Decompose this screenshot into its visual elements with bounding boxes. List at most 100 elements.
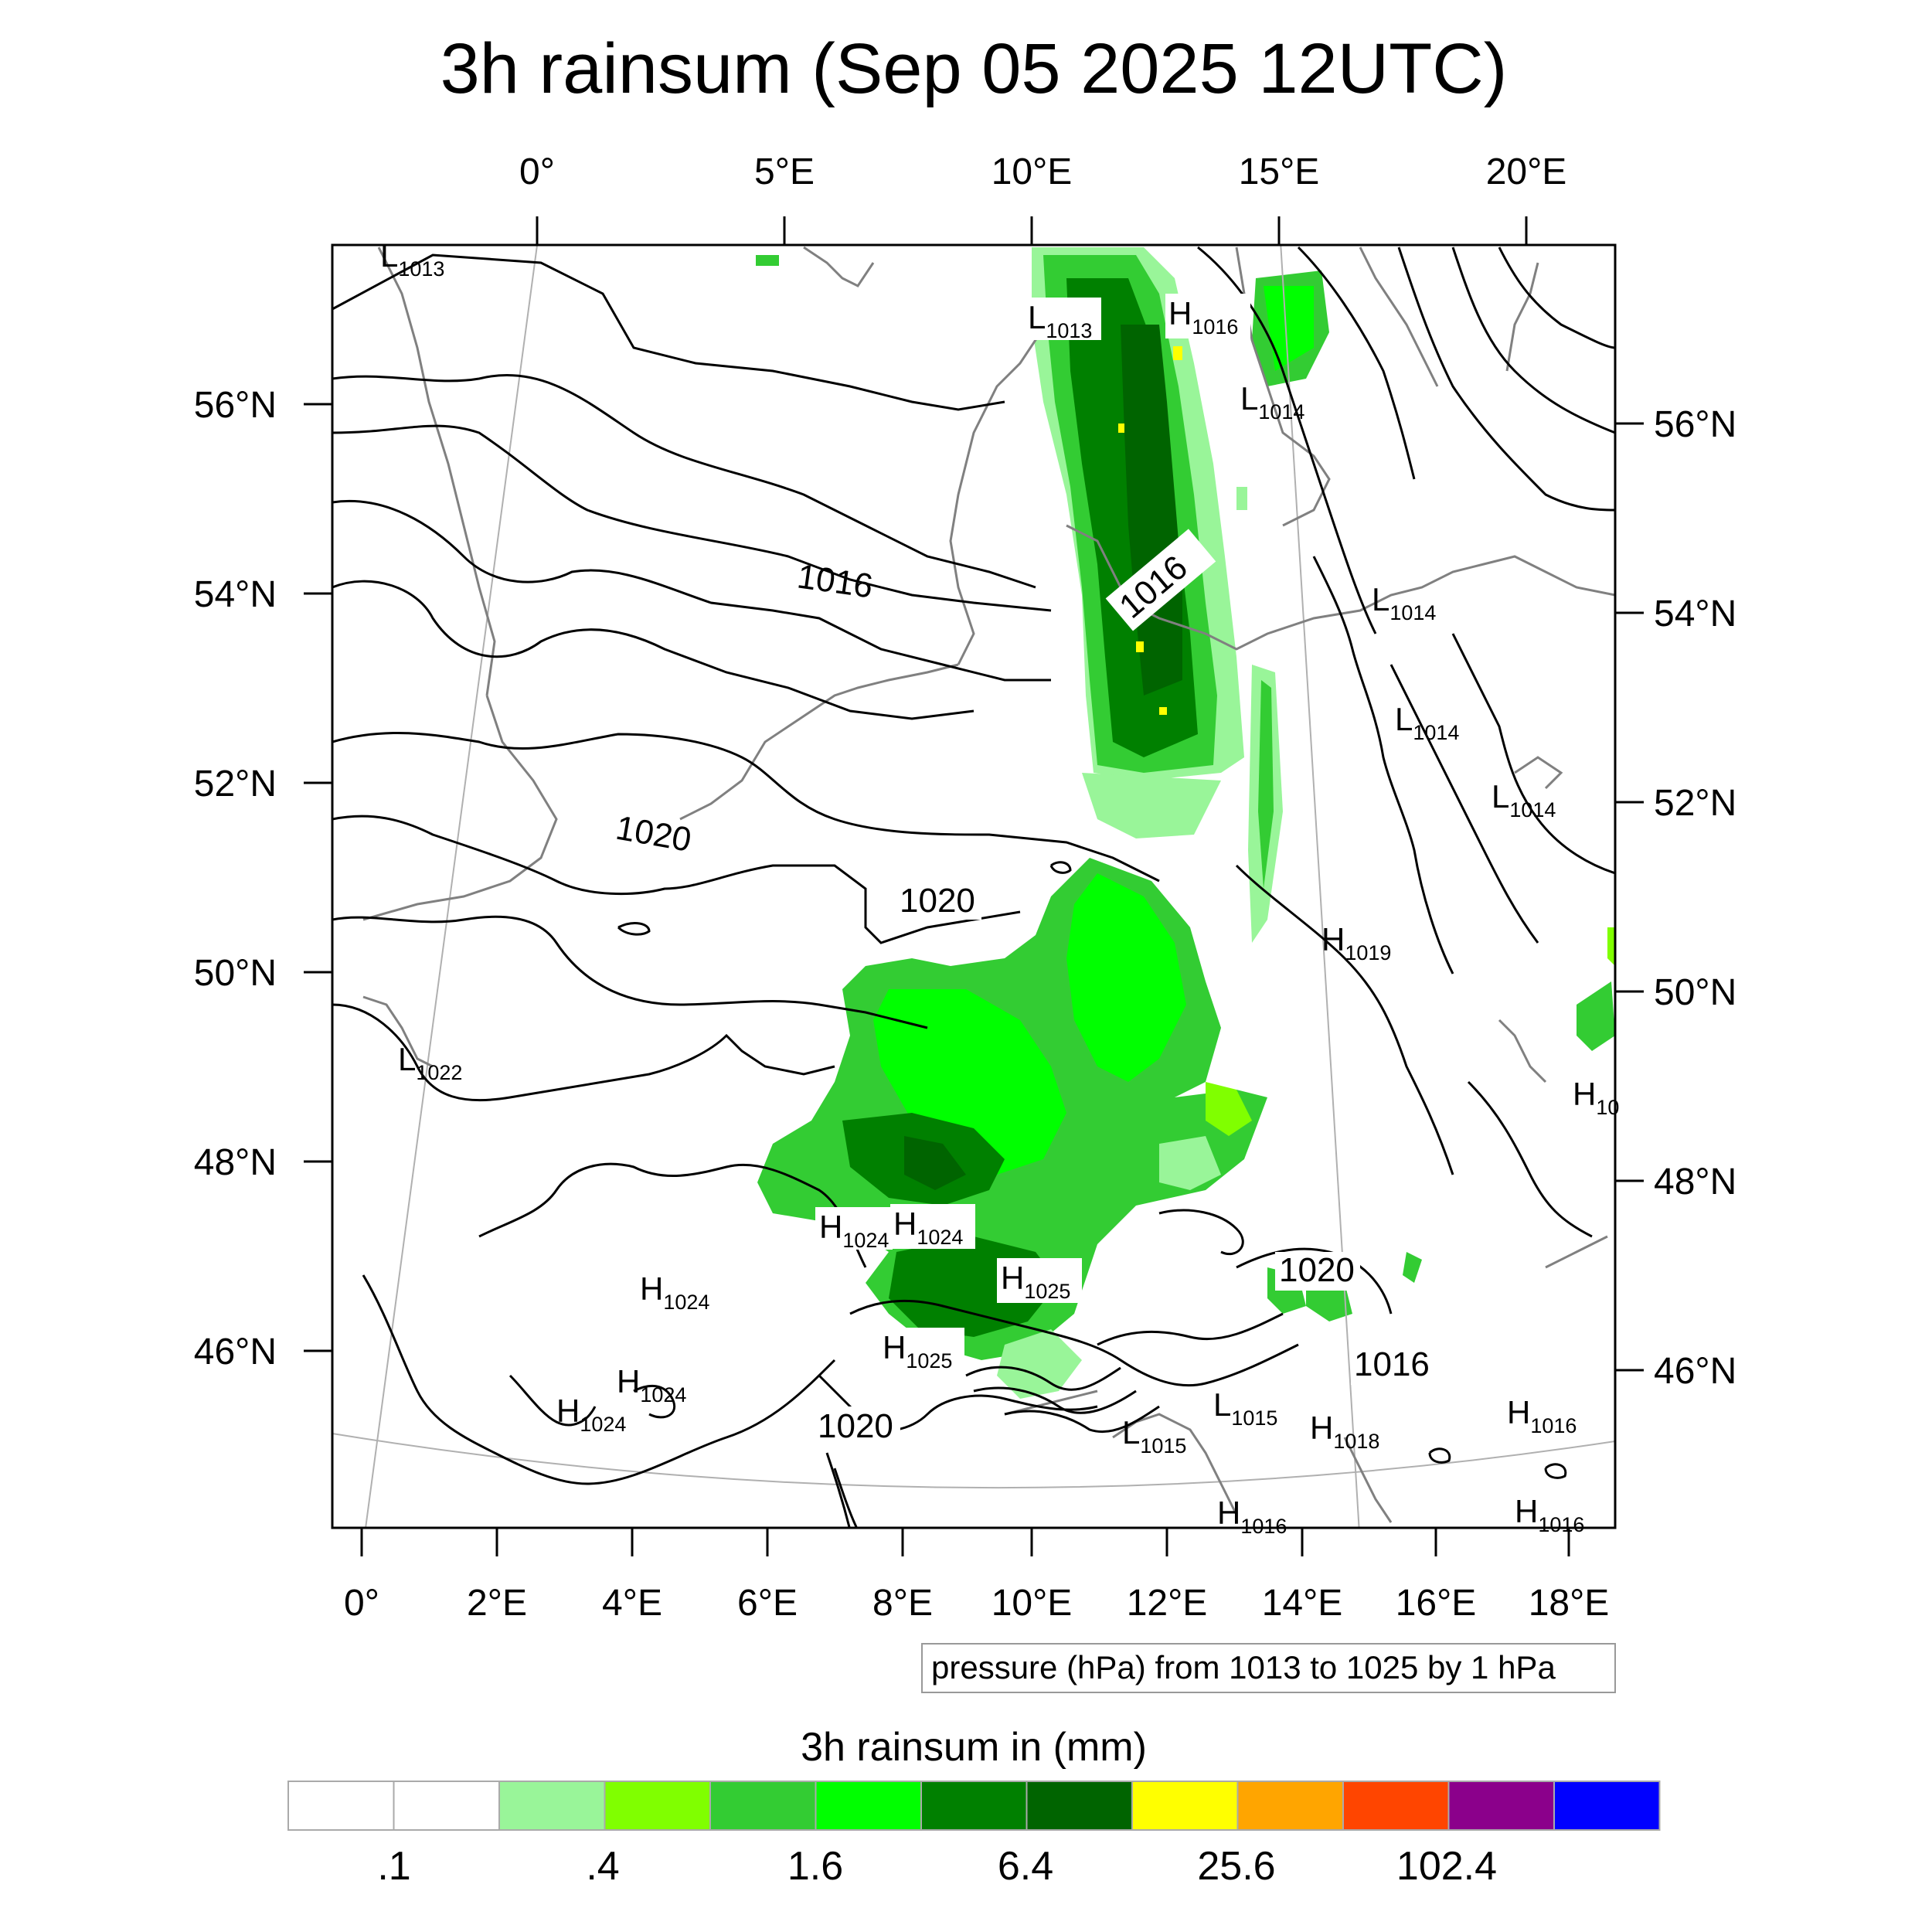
colorbar-swatch bbox=[1447, 1781, 1555, 1831]
svg-text:L1015: L1015 bbox=[1213, 1386, 1277, 1430]
isobar-label-box bbox=[1105, 529, 1216, 631]
svg-text:L1014: L1014 bbox=[1492, 778, 1556, 821]
colorbar-title: 3h rainsum in (mm) bbox=[801, 1725, 1147, 1770]
pressure-center: L1014 bbox=[1492, 778, 1556, 821]
colorbar-swatch bbox=[1553, 1781, 1661, 1831]
pressure-center: L1015 bbox=[1213, 1386, 1277, 1430]
svg-text:L1014: L1014 bbox=[1395, 701, 1459, 744]
map-border bbox=[331, 243, 1617, 1529]
colorbar-swatch bbox=[709, 1781, 817, 1831]
pressure-center: H1016 bbox=[1217, 1495, 1287, 1538]
pressure-center: H1019 bbox=[1321, 921, 1391, 964]
pressure-center: H1024 bbox=[617, 1363, 686, 1406]
bottom-lon-label: 4°E bbox=[602, 1583, 662, 1624]
svg-text:L1013: L1013 bbox=[1028, 299, 1092, 342]
svg-text:H1025: H1025 bbox=[883, 1329, 952, 1372]
colorbar-label: 6.4 bbox=[998, 1844, 1053, 1889]
pressure-center: H1016 bbox=[1515, 1493, 1584, 1536]
graticule bbox=[332, 245, 1615, 1528]
left-lat-label: 54°N bbox=[194, 574, 277, 615]
contour-info-box: pressure (hPa) from 1013 to 1025 by 1 hP… bbox=[921, 1643, 1616, 1693]
right-lat-label: 56°N bbox=[1654, 404, 1736, 445]
colorbar-swatch bbox=[1236, 1781, 1344, 1831]
colorbar-swatch bbox=[287, 1781, 395, 1831]
isobars bbox=[332, 246, 1615, 1528]
left-lat-label: 52°N bbox=[194, 764, 277, 804]
pressure-centers: L1013 L1013 H1016 L1014 L1014 L1014 L101… bbox=[380, 237, 1619, 1538]
colorbar-label: 25.6 bbox=[1197, 1844, 1275, 1889]
bottom-lon-label: 16°E bbox=[1396, 1583, 1477, 1624]
top-lon-label: 10°E bbox=[992, 151, 1073, 192]
svg-text:H1025: H1025 bbox=[1001, 1260, 1070, 1303]
isobar-label: 1020 bbox=[900, 882, 975, 920]
left-lat-label: 56°N bbox=[194, 385, 277, 426]
colorbar-swatch bbox=[815, 1781, 922, 1831]
left-lat-label: 46°N bbox=[194, 1332, 277, 1372]
colorbar-labels: .1 .4 1.6 6.4 25.6 102.4 bbox=[377, 1844, 1497, 1889]
pressure-center: L1013 bbox=[1024, 298, 1101, 342]
bottom-lon-label: 8°E bbox=[872, 1583, 933, 1624]
right-lat-labels: 56°N 54°N 52°N 50°N 48°N 46°N bbox=[1654, 404, 1736, 1392]
svg-text:H1024: H1024 bbox=[640, 1270, 709, 1314]
contour-info-text: pressure (hPa) from 1013 to 1025 by 1 hP… bbox=[931, 1649, 1556, 1685]
svg-text:H1024: H1024 bbox=[617, 1363, 686, 1406]
isobar-label: 1016 bbox=[1354, 1345, 1430, 1383]
top-lon-label: 20°E bbox=[1486, 151, 1567, 192]
pressure-center: L1014 bbox=[1395, 701, 1459, 744]
rain-north-band bbox=[756, 247, 1329, 943]
colorbar-swatch bbox=[1131, 1781, 1239, 1831]
bottom-lon-label: 0° bbox=[344, 1583, 379, 1624]
svg-text:H1024: H1024 bbox=[893, 1206, 963, 1249]
pressure-center: L1014 bbox=[1240, 380, 1304, 423]
left-lat-label: 48°N bbox=[194, 1142, 277, 1183]
bottom-lon-labels: 0° 2°E 4°E 6°E 8°E 10°E 12°E 14°E 16°E 1… bbox=[344, 1583, 1609, 1624]
svg-text:L1014: L1014 bbox=[1240, 380, 1304, 423]
left-lat-label: 50°N bbox=[194, 953, 277, 994]
isobar-label-box bbox=[1351, 1345, 1436, 1385]
bottom-lon-label: 2°E bbox=[467, 1583, 527, 1624]
isobar-label-box bbox=[1275, 1252, 1360, 1291]
pressure-center: H10 bbox=[1573, 1076, 1619, 1119]
colorbar-swatch bbox=[1026, 1781, 1133, 1831]
colorbar bbox=[287, 1781, 1661, 1831]
svg-text:L1014: L1014 bbox=[1372, 581, 1436, 624]
bottom-lon-label: 14°E bbox=[1262, 1583, 1343, 1624]
pressure-center: H1018 bbox=[1310, 1410, 1379, 1453]
colorbar-label: .1 bbox=[377, 1844, 410, 1889]
svg-text:H1016: H1016 bbox=[1217, 1495, 1287, 1538]
svg-text:H1024: H1024 bbox=[819, 1209, 889, 1252]
left-lat-labels: 56°N 54°N 52°N 50°N 48°N 46°N bbox=[194, 385, 277, 1372]
svg-text:H1018: H1018 bbox=[1310, 1410, 1379, 1453]
colorbar-swatch bbox=[1342, 1781, 1450, 1831]
top-lon-label: 0° bbox=[519, 151, 555, 192]
pressure-center: H1024 bbox=[890, 1204, 975, 1249]
isobar-label-box bbox=[896, 881, 981, 920]
pressure-center: H1024 bbox=[556, 1393, 626, 1436]
colorbar-swatch bbox=[393, 1781, 500, 1831]
pressure-center: L1014 bbox=[1372, 581, 1436, 624]
pressure-center: L1015 bbox=[1122, 1414, 1186, 1458]
svg-text:H1024: H1024 bbox=[556, 1393, 626, 1436]
pressure-center: H1025 bbox=[997, 1258, 1082, 1303]
map-title: 3h rainsum (Sep 05 2025 12UTC) bbox=[440, 29, 1508, 108]
isobar-label: 1020 bbox=[818, 1407, 893, 1445]
svg-text:H1016: H1016 bbox=[1515, 1493, 1584, 1536]
top-lon-label: 15°E bbox=[1239, 151, 1320, 192]
pressure-center: L1022 bbox=[398, 1041, 462, 1084]
colorbar-swatch bbox=[920, 1781, 1028, 1831]
pressure-center: H1016 bbox=[1165, 294, 1250, 338]
bottom-lon-label: 18°E bbox=[1529, 1583, 1610, 1624]
isobar-label: 1020 bbox=[1279, 1251, 1355, 1289]
colorbar-label: .4 bbox=[586, 1844, 619, 1889]
right-lat-label: 50°N bbox=[1654, 972, 1736, 1013]
colorbar-label: 102.4 bbox=[1396, 1844, 1497, 1889]
right-lat-label: 48°N bbox=[1654, 1162, 1736, 1202]
isobar-label-box bbox=[815, 1406, 900, 1447]
right-lat-label: 46°N bbox=[1654, 1351, 1736, 1392]
colorbar-label: 1.6 bbox=[787, 1844, 843, 1889]
right-lat-label: 54°N bbox=[1654, 594, 1736, 634]
svg-text:H1016: H1016 bbox=[1507, 1394, 1577, 1437]
svg-text:L1013: L1013 bbox=[380, 237, 444, 281]
right-lat-label: 52°N bbox=[1654, 783, 1736, 824]
